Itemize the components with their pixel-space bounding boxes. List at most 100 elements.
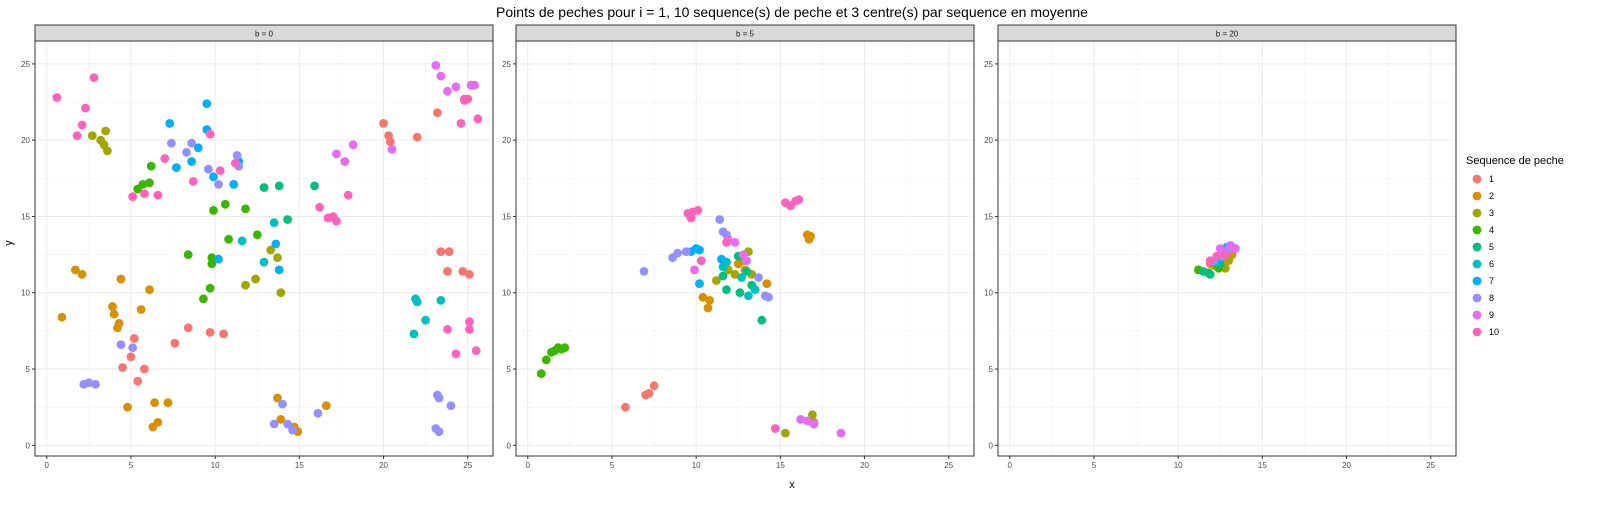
panel-background bbox=[516, 41, 974, 456]
y-tick-label: 15 bbox=[21, 212, 30, 221]
series-10 bbox=[683, 195, 804, 433]
legend-label: 2 bbox=[1489, 191, 1494, 201]
data-point bbox=[703, 303, 713, 313]
data-point bbox=[705, 296, 714, 305]
x-tick-label: 10 bbox=[211, 461, 220, 470]
series-1 bbox=[621, 381, 659, 412]
data-point bbox=[1220, 250, 1230, 259]
legend-entry: 4 bbox=[1472, 225, 1494, 235]
data-point bbox=[348, 140, 358, 150]
data-point bbox=[126, 352, 136, 362]
data-point bbox=[764, 292, 773, 302]
legend-swatch bbox=[1472, 259, 1482, 269]
data-point bbox=[145, 178, 154, 188]
data-point bbox=[207, 253, 217, 263]
data-point bbox=[57, 312, 67, 322]
legend: Sequence de peche 1 2 3 4 5 6 7 8 9 10 bbox=[1466, 155, 1564, 337]
data-point bbox=[214, 180, 223, 189]
data-point bbox=[315, 202, 324, 212]
series-4 bbox=[133, 161, 262, 304]
legend-swatch bbox=[1472, 310, 1482, 320]
legend-swatch bbox=[1472, 174, 1482, 184]
data-point bbox=[1212, 251, 1222, 261]
data-point bbox=[649, 381, 659, 391]
y-tick-label: 20 bbox=[21, 136, 30, 145]
data-point bbox=[639, 267, 649, 276]
series-4 bbox=[536, 343, 570, 378]
y-tick-label: 10 bbox=[502, 289, 511, 298]
data-point bbox=[163, 398, 173, 407]
legend-entry: 5 bbox=[1472, 242, 1494, 252]
data-point bbox=[802, 416, 812, 426]
data-point bbox=[219, 329, 229, 339]
data-point bbox=[715, 215, 725, 224]
data-point bbox=[412, 132, 422, 142]
series-5 bbox=[259, 181, 319, 224]
x-tick-label: 15 bbox=[1258, 461, 1267, 470]
data-point bbox=[89, 73, 99, 82]
y-tick-label: 0 bbox=[989, 441, 994, 450]
facet-strip-label: b = 5 bbox=[736, 30, 755, 39]
legend-title: Sequence de peche bbox=[1466, 155, 1564, 167]
legend-swatch bbox=[1472, 276, 1482, 286]
data-point bbox=[433, 108, 442, 118]
y-tick-label: 5 bbox=[26, 365, 31, 374]
data-point bbox=[278, 399, 287, 409]
data-point bbox=[129, 334, 139, 343]
data-point bbox=[108, 302, 117, 311]
panel-background bbox=[35, 41, 493, 456]
data-point bbox=[446, 401, 456, 411]
x-axis-title: x bbox=[789, 479, 795, 491]
data-point bbox=[128, 343, 138, 353]
data-point bbox=[781, 428, 790, 438]
y-tick-label: 10 bbox=[21, 289, 30, 298]
data-point bbox=[231, 158, 240, 168]
data-point bbox=[1231, 244, 1240, 253]
legend-swatch bbox=[1472, 293, 1482, 303]
x-tick-label: 0 bbox=[526, 461, 531, 470]
data-point bbox=[332, 149, 341, 159]
data-point bbox=[698, 292, 708, 302]
data-point bbox=[693, 206, 703, 215]
data-point bbox=[71, 265, 80, 275]
series-9 bbox=[1215, 241, 1240, 253]
data-point bbox=[259, 183, 269, 192]
legend-label: 9 bbox=[1489, 310, 1494, 320]
x-tick-label: 0 bbox=[1008, 461, 1013, 470]
data-point bbox=[695, 279, 704, 288]
data-point bbox=[187, 138, 197, 148]
data-point bbox=[717, 254, 726, 264]
data-point bbox=[621, 402, 630, 412]
data-point bbox=[283, 215, 292, 224]
panel-border bbox=[997, 40, 1457, 457]
y-tick-label: 25 bbox=[21, 60, 30, 69]
legend-entry: 3 bbox=[1472, 208, 1494, 218]
data-point bbox=[313, 408, 323, 418]
data-point bbox=[673, 248, 682, 258]
series-1 bbox=[118, 108, 474, 386]
y-tick-label: 10 bbox=[984, 289, 993, 298]
data-point bbox=[182, 148, 191, 157]
data-point bbox=[199, 294, 208, 304]
y-tick-label: 15 bbox=[502, 212, 511, 221]
data-point bbox=[77, 270, 87, 279]
legend-entry: 7 bbox=[1472, 276, 1494, 286]
data-point bbox=[451, 349, 461, 359]
data-point bbox=[379, 119, 388, 128]
data-point bbox=[273, 253, 282, 263]
data-point bbox=[209, 206, 218, 215]
data-point bbox=[470, 80, 479, 90]
y-tick-label: 20 bbox=[502, 136, 511, 145]
data-point bbox=[215, 166, 225, 176]
data-point bbox=[259, 257, 269, 267]
x-tick-label: 10 bbox=[692, 461, 701, 470]
facet-panel: b = 20 0 5 10 15 20 25 0 5 10 15 20 25 bbox=[984, 24, 1457, 470]
data-point bbox=[269, 419, 279, 429]
x-tick-label: 15 bbox=[776, 461, 785, 470]
data-point bbox=[387, 144, 397, 154]
y-tick-label: 5 bbox=[507, 365, 512, 374]
facet-panels: b = 0 0 5 10 15 20 25 0 5 10 15 20 25 b = 5 0 5 10 15 20 25… bbox=[21, 24, 1457, 470]
data-point bbox=[140, 364, 149, 374]
x-tick-label: 5 bbox=[129, 461, 134, 470]
series-8 bbox=[639, 215, 773, 302]
